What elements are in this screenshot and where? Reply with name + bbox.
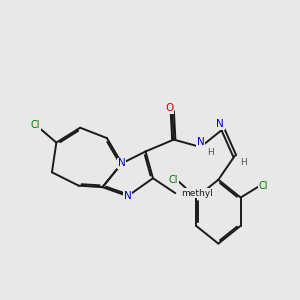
Text: Cl: Cl [31,120,40,130]
Text: methyl: methyl [181,189,213,198]
Text: H: H [207,148,213,157]
Text: O: O [165,103,173,113]
Text: Cl: Cl [259,181,268,191]
Text: Cl: Cl [168,175,178,185]
Text: N: N [124,191,132,201]
Text: H: H [240,158,246,167]
Text: N: N [118,158,126,168]
Text: N: N [197,137,204,147]
Text: N: N [216,119,224,129]
